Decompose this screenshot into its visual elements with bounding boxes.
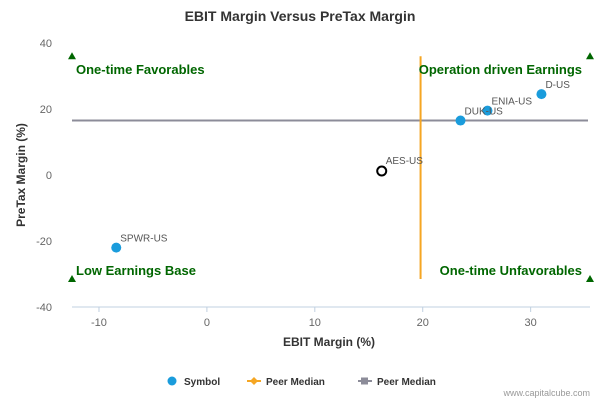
- legend-peer-median-y-marker: [361, 377, 368, 385]
- x-tick-label: 30: [525, 317, 537, 329]
- y-tick-label: -20: [36, 236, 52, 248]
- y-tick-label: 0: [46, 170, 52, 182]
- data-point-label: DUK-US: [465, 107, 504, 118]
- legend: Symbol Peer Median Peer Median: [167, 376, 436, 389]
- data-point-spwr-us: [111, 242, 122, 253]
- plot-area: -10 0 10 20 30 -40 -20 0 20 40 One-time Favorables…: [36, 38, 594, 329]
- highlight-point-aes-us: [376, 165, 388, 177]
- legend-item-peer-median-y[interactable]: Peer Median: [358, 377, 436, 388]
- legend-symbol-label: Symbol: [184, 377, 220, 388]
- x-tick-label: 20: [417, 317, 429, 329]
- legend-peer-median-y-label: Peer Median: [377, 377, 436, 388]
- quadrant-label-bottom-left: Low Earnings Base: [76, 263, 196, 278]
- x-tick-label: 10: [309, 317, 321, 329]
- legend-symbol-marker: [167, 376, 177, 386]
- quadrant-label-bottom-right: One-time Unfavorables: [440, 263, 582, 278]
- quadrant-marker-3: [586, 274, 594, 282]
- legend-item-peer-median-x[interactable]: Peer Median: [247, 377, 325, 388]
- data-point-d-us: [536, 89, 547, 100]
- data-point-label: ENIA-US: [491, 97, 532, 108]
- y-axis-title: PreTax Margin (%): [14, 123, 28, 227]
- quadrant-label-top-left: One-time Favorables: [76, 62, 205, 77]
- legend-peer-median-x-label: Peer Median: [266, 377, 325, 388]
- quadrant-marker-2: [68, 274, 76, 282]
- quadrant-marker-1: [586, 52, 594, 60]
- chart-title: EBIT Margin Versus PreTax Margin: [185, 8, 416, 24]
- legend-peer-median-x-marker: [250, 377, 258, 385]
- y-tick-label: 40: [40, 38, 52, 50]
- y-tick-label: 20: [40, 104, 52, 116]
- quadrant-label-top-right: Operation driven Earnings: [419, 62, 582, 77]
- x-axis-title: EBIT Margin (%): [283, 335, 375, 349]
- y-tick-label: -40: [36, 302, 52, 314]
- quadrant-marker-0: [68, 52, 76, 60]
- x-tick-label: -10: [91, 317, 107, 329]
- data-point-label: D-US: [545, 80, 570, 91]
- data-point-duk-us: [455, 115, 466, 126]
- data-point-enia-us: [482, 105, 493, 116]
- data-point-label: SPWR-US: [120, 234, 168, 245]
- credit-text: www.capitalcube.com: [502, 388, 590, 398]
- x-tick-label: 0: [204, 317, 210, 329]
- legend-item-symbol[interactable]: Symbol: [167, 376, 221, 389]
- highlight-point-label: AES-US: [386, 156, 424, 167]
